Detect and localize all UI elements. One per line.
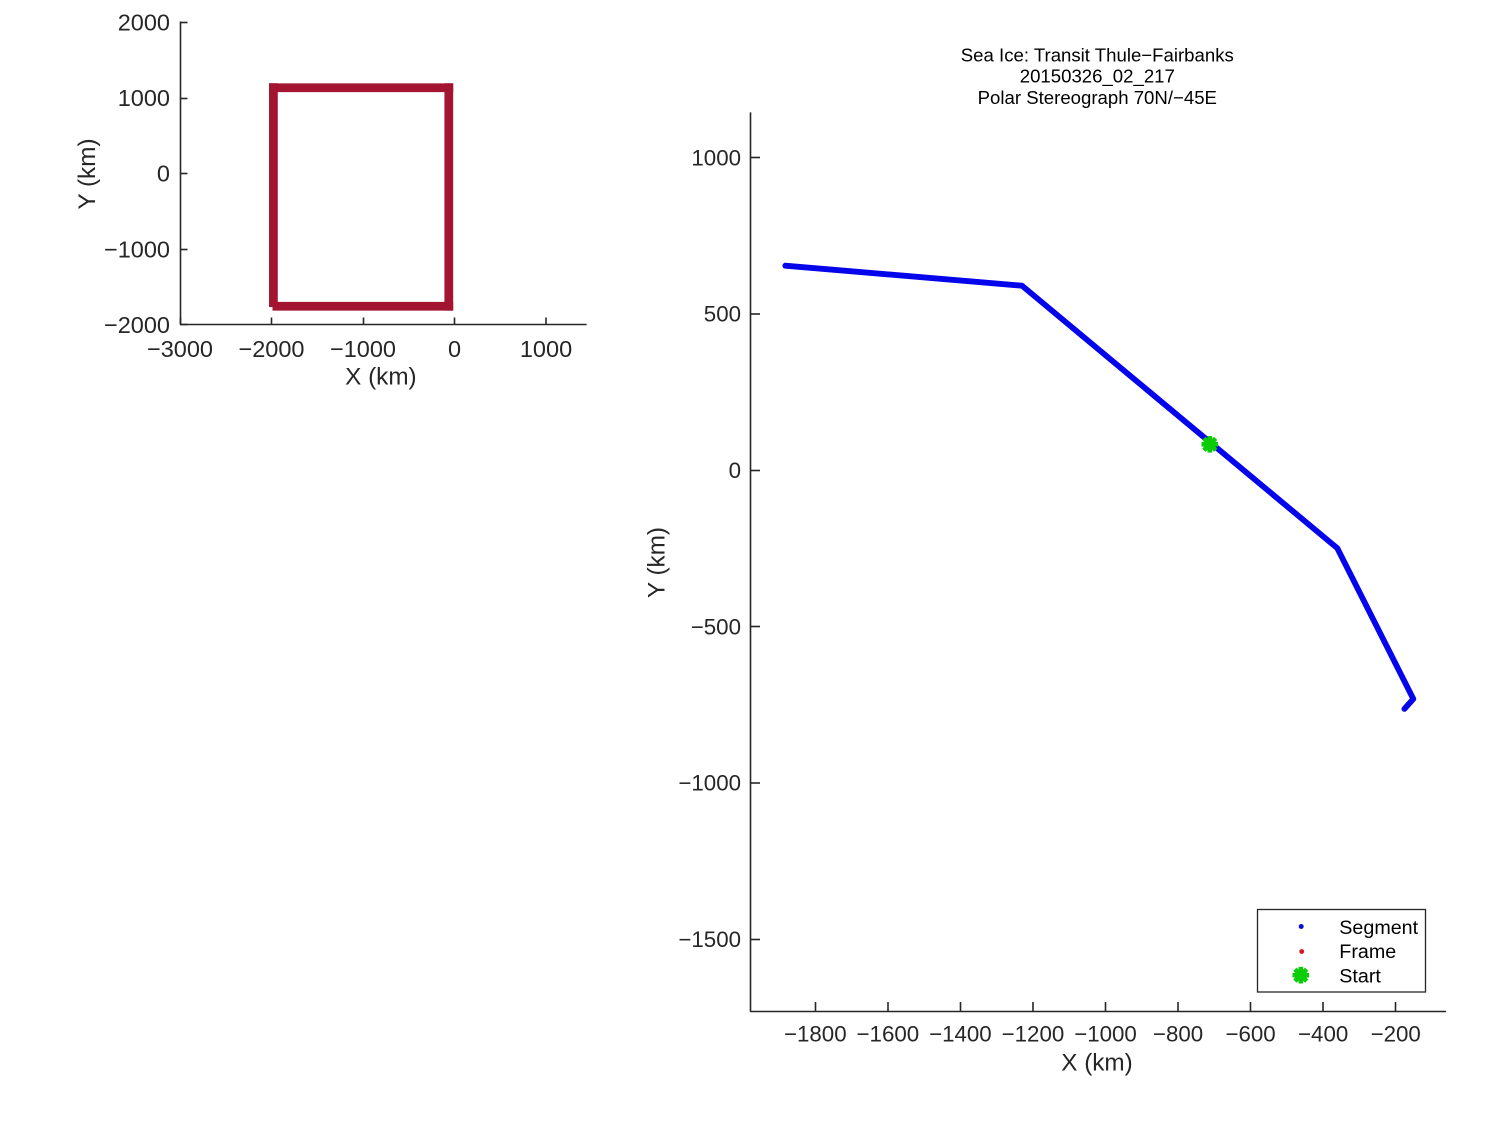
svg-text:0: 0 bbox=[729, 458, 741, 483]
svg-text:Y (km): Y (km) bbox=[74, 138, 101, 209]
svg-text:−2000: −2000 bbox=[238, 336, 304, 362]
svg-text:0: 0 bbox=[157, 161, 170, 187]
svg-text:−200: −200 bbox=[1371, 1021, 1421, 1046]
svg-text:X (km): X (km) bbox=[345, 364, 417, 391]
svg-text:20150326_02_217: 20150326_02_217 bbox=[1020, 66, 1175, 88]
svg-text:Sea Ice: Transit Thule−Fairban: Sea Ice: Transit Thule−Fairbanks bbox=[961, 45, 1234, 66]
svg-text:500: 500 bbox=[704, 302, 741, 327]
svg-text:Y (km): Y (km) bbox=[644, 527, 671, 598]
svg-text:X (km): X (km) bbox=[1061, 1050, 1133, 1077]
svg-text:−1000: −1000 bbox=[330, 336, 396, 362]
svg-text:−1500: −1500 bbox=[678, 927, 741, 952]
svg-text:−1800: −1800 bbox=[784, 1021, 847, 1046]
svg-text:−1600: −1600 bbox=[857, 1021, 920, 1046]
svg-text:Frame: Frame bbox=[1339, 941, 1396, 963]
svg-text:1000: 1000 bbox=[691, 145, 741, 170]
svg-text:−3000: −3000 bbox=[147, 336, 213, 362]
svg-text:−600: −600 bbox=[1225, 1021, 1275, 1046]
svg-text:1000: 1000 bbox=[118, 85, 170, 111]
svg-text:0: 0 bbox=[448, 336, 461, 362]
svg-text:1000: 1000 bbox=[520, 336, 572, 362]
svg-text:−1400: −1400 bbox=[929, 1021, 992, 1046]
svg-text:−400: −400 bbox=[1298, 1021, 1348, 1046]
svg-text:Start: Start bbox=[1339, 965, 1381, 987]
svg-text:2000: 2000 bbox=[118, 9, 170, 35]
svg-text:Polar Stereograph 70N/−45E: Polar Stereograph 70N/−45E bbox=[978, 87, 1217, 108]
svg-text:−500: −500 bbox=[691, 614, 741, 639]
svg-text:−800: −800 bbox=[1153, 1021, 1203, 1046]
svg-text:Segment: Segment bbox=[1339, 917, 1418, 939]
svg-text:−1000: −1000 bbox=[1074, 1021, 1137, 1046]
svg-text:−1200: −1200 bbox=[1002, 1021, 1065, 1046]
svg-text:−2000: −2000 bbox=[104, 312, 170, 338]
svg-text:−1000: −1000 bbox=[678, 771, 741, 796]
svg-text:−1000: −1000 bbox=[104, 236, 170, 262]
